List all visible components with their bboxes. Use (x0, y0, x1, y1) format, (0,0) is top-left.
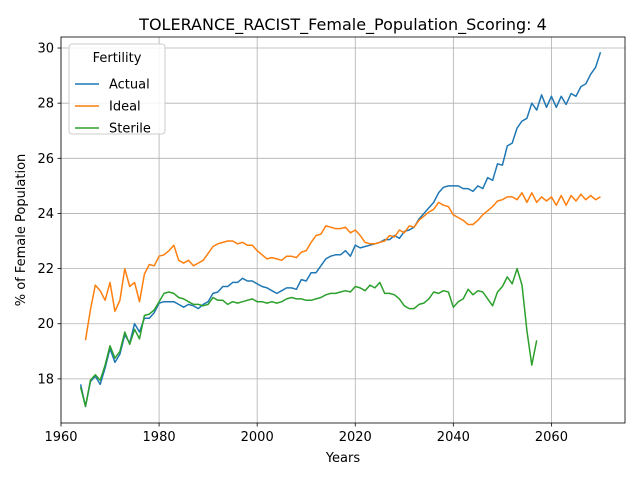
y-tick-label: 20 (37, 317, 54, 332)
plot-frame (60, 36, 626, 424)
x-tick-label: 2060 (535, 430, 568, 445)
chart-title: TOLERANCE_RACIST_Female_Population_Scori… (138, 15, 547, 35)
axis-ticks: 1960 1980 2000 2020 2040 2060 18 20 22 24 26 28 30 (37, 42, 568, 445)
legend-label-sterile: Sterile (109, 122, 151, 137)
x-axis-label: Years (325, 451, 361, 466)
y-tick-label: 24 (37, 207, 54, 222)
y-tick-label: 30 (37, 42, 54, 57)
legend-box (68, 43, 166, 135)
x-tick-label: 2000 (241, 430, 274, 445)
x-tick-label: 1980 (143, 430, 176, 445)
series-line-actual (79, 51, 602, 408)
legend-label-ideal: Ideal (109, 100, 141, 115)
legend-items: Actual Ideal Sterile (75, 78, 151, 137)
series-line-ideal (84, 192, 601, 341)
y-tick-label: 22 (37, 262, 54, 277)
series-line-sterile (79, 267, 538, 408)
y-axis-label: % of Female Population (14, 154, 29, 307)
x-tick-label: 1960 (44, 430, 77, 445)
legend-title: Fertility (93, 51, 142, 66)
y-tick-label: 26 (37, 152, 54, 167)
grid (60, 37, 625, 423)
legend: Fertility Actual Ideal Sterile (68, 43, 166, 137)
series-lines (79, 51, 602, 408)
y-tick-label: 18 (37, 372, 54, 387)
x-tick-label: 2040 (437, 430, 470, 445)
x-tick-label: 2020 (339, 430, 372, 445)
y-tick-label: 28 (37, 97, 54, 112)
legend-label-actual: Actual (109, 78, 150, 93)
